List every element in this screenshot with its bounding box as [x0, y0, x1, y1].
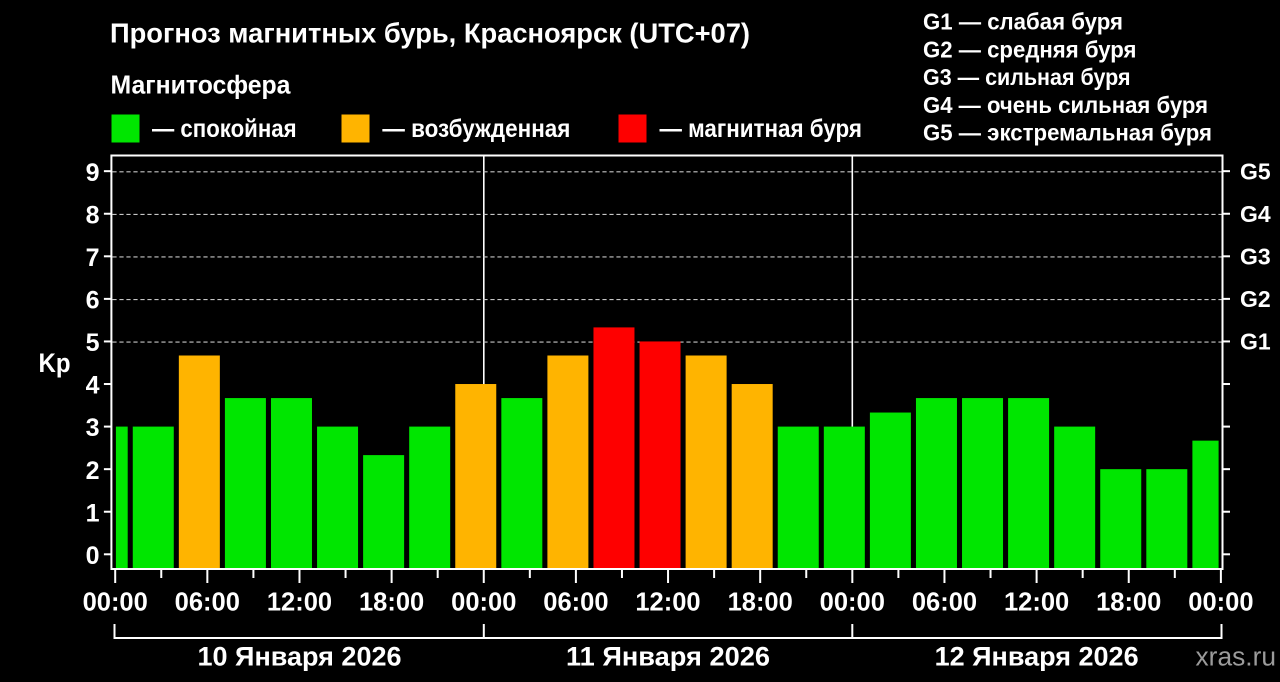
svg-text:Прогноз магнитных бурь, Красно: Прогноз магнитных бурь, Красноярск (UTC+… [110, 18, 750, 49]
svg-text:12 Января 2026: 12 Января 2026 [935, 642, 1139, 672]
svg-text:1: 1 [86, 499, 100, 527]
svg-text:9: 9 [86, 159, 100, 187]
svg-text:10 Января 2026: 10 Января 2026 [198, 642, 402, 672]
svg-text:00:00: 00:00 [451, 589, 516, 617]
svg-text:— возбужденная: — возбужденная [382, 115, 570, 143]
svg-text:Kp: Kp [39, 348, 71, 378]
svg-text:18:00: 18:00 [359, 589, 424, 617]
svg-text:8: 8 [86, 201, 100, 229]
svg-text:7: 7 [86, 244, 100, 272]
svg-text:G5: G5 [1240, 158, 1271, 184]
svg-text:— спокойная: — спокойная [152, 115, 297, 143]
svg-text:00:00: 00:00 [1188, 589, 1253, 617]
svg-text:18:00: 18:00 [728, 589, 793, 617]
svg-text:06:00: 06:00 [912, 589, 977, 617]
svg-text:6: 6 [86, 287, 100, 315]
svg-text:4: 4 [86, 372, 100, 400]
svg-text:2: 2 [86, 457, 100, 485]
svg-text:3: 3 [86, 414, 100, 442]
svg-text:G5 — экстремальная буря: G5 — экстремальная буря [923, 120, 1212, 146]
svg-text:12:00: 12:00 [1004, 589, 1069, 617]
svg-text:— магнитная буря: — магнитная буря [660, 115, 863, 143]
svg-text:G4: G4 [1240, 201, 1271, 227]
svg-text:xras.ru: xras.ru [1196, 642, 1277, 672]
svg-text:06:00: 06:00 [175, 589, 240, 617]
svg-text:Магнитосфера: Магнитосфера [111, 70, 292, 100]
svg-text:00:00: 00:00 [820, 589, 885, 617]
svg-text:12:00: 12:00 [267, 589, 332, 617]
svg-text:0: 0 [86, 542, 100, 570]
svg-text:G1: G1 [1240, 329, 1271, 355]
svg-text:G1 — слабая буря: G1 — слабая буря [923, 9, 1123, 35]
svg-text:00:00: 00:00 [83, 589, 148, 617]
svg-text:G4 — очень сильная буря: G4 — очень сильная буря [923, 92, 1208, 118]
svg-text:G3: G3 [1240, 244, 1271, 270]
svg-text:G2: G2 [1240, 286, 1271, 312]
svg-text:18:00: 18:00 [1096, 589, 1161, 617]
svg-text:G3 — сильная буря: G3 — сильная буря [923, 64, 1131, 90]
svg-text:06:00: 06:00 [543, 589, 608, 617]
svg-text:G2 — средняя буря: G2 — средняя буря [923, 36, 1137, 62]
svg-text:12:00: 12:00 [635, 589, 700, 617]
svg-text:11 Января 2026: 11 Января 2026 [566, 642, 770, 672]
svg-text:5: 5 [86, 329, 100, 357]
